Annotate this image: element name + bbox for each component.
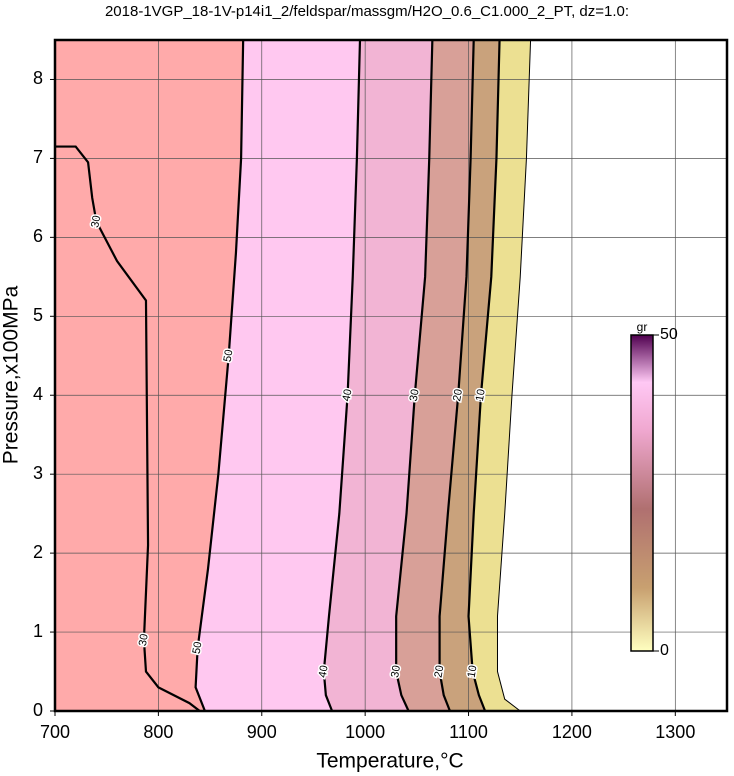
fill-region [396, 40, 474, 711]
fill-region [323, 40, 433, 711]
contour-label: 20 [451, 388, 465, 402]
contour-line [467, 39, 501, 712]
x-axis-label: Temperature,°C [316, 750, 463, 773]
contour-label: 30 [137, 633, 151, 647]
contour-line [194, 39, 245, 712]
y-tick-label: 4 [33, 384, 43, 404]
colorbar-tick-label: 50 [660, 326, 678, 343]
contour-label: 50 [222, 349, 236, 363]
fill-region [55, 40, 244, 711]
x-tick-label: 900 [247, 722, 277, 742]
y-tick-label: 6 [33, 226, 43, 246]
chart-title: 2018-1VGP_18-1V-p14i1_2/feldspar/massgm/… [105, 3, 629, 20]
x-tick-label: 1000 [345, 722, 385, 742]
contour-label: 30 [408, 388, 422, 402]
fill-region [439, 40, 500, 711]
plot-frame [53, 38, 729, 713]
contour-label: 50 [191, 641, 205, 655]
contour-line [395, 39, 434, 712]
contour-label: 40 [317, 664, 331, 678]
x-tick-label: 1100 [449, 722, 488, 742]
y-tick-label: 7 [33, 147, 43, 167]
colorbar-label: gr [637, 320, 648, 334]
contour-line [55, 145, 201, 712]
y-axis-label: Pressure,x100MPa [0, 285, 23, 464]
fill-region [195, 40, 360, 711]
contour-label: 10 [474, 388, 488, 402]
contour-label: 30 [389, 664, 403, 678]
y-tick-label: 3 [33, 463, 43, 483]
x-tick-label: 700 [40, 722, 70, 742]
colorbar [630, 334, 654, 652]
y-tick-label: 8 [33, 68, 43, 88]
x-tick-label: 1200 [552, 722, 592, 742]
contour-line [438, 39, 475, 712]
contour-line [322, 39, 362, 712]
y-tick-label: 5 [33, 305, 43, 325]
x-tick-label: 1300 [655, 722, 695, 742]
fill-region [468, 40, 531, 711]
y-tick-label: 0 [33, 700, 43, 720]
contour-label: 20 [433, 664, 447, 678]
contour-label: 30 [89, 214, 103, 228]
contour-line [496, 39, 532, 712]
y-tick-label: 1 [33, 621, 43, 641]
contour-label: 10 [466, 664, 480, 678]
contour-label: 40 [341, 388, 355, 402]
y-tick-label: 2 [33, 542, 43, 562]
colorbar-tick-label: 0 [660, 642, 669, 659]
x-tick-label: 800 [143, 722, 173, 742]
